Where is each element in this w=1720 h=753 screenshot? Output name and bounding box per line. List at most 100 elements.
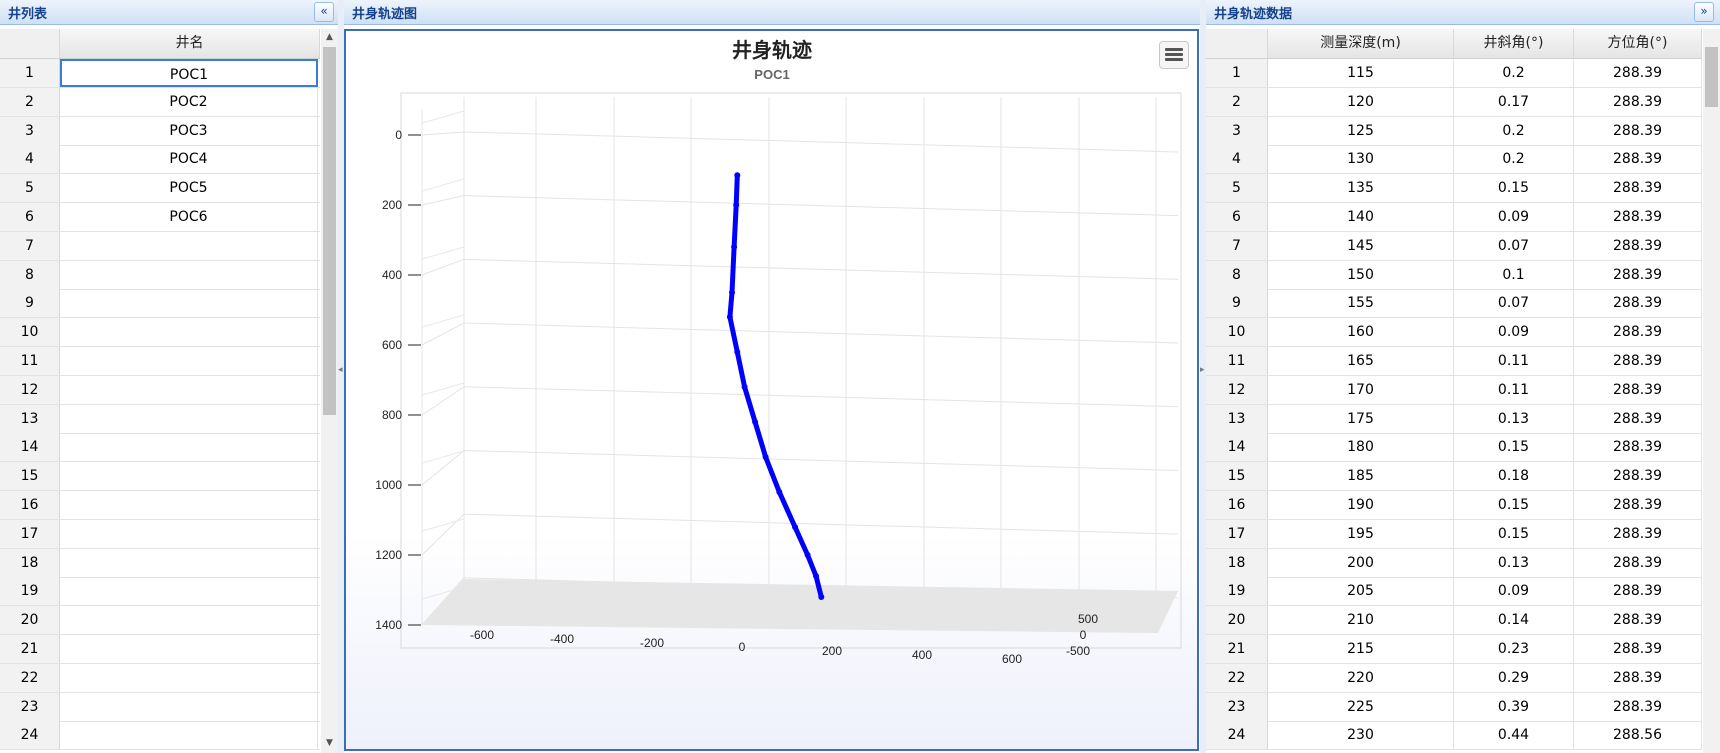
azimuth-cell[interactable]: 288.39 — [1574, 145, 1702, 174]
depth-cell[interactable]: 225 — [1268, 692, 1454, 721]
azimuth-cell[interactable]: 288.39 — [1574, 203, 1702, 231]
table-row[interactable]: 18 — [0, 548, 320, 578]
table-row[interactable]: 8 — [0, 260, 320, 290]
azimuth-cell[interactable]: 288.56 — [1574, 721, 1702, 750]
table-row[interactable]: 9 155 0.07 288.39 — [1206, 289, 1702, 319]
azimuth-cell[interactable]: 288.39 — [1574, 462, 1702, 491]
table-row[interactable]: 1 115 0.2 288.39 — [1206, 59, 1702, 88]
table-row[interactable]: 17 195 0.15 288.39 — [1206, 519, 1702, 549]
depth-cell[interactable]: 135 — [1268, 174, 1454, 203]
azimuth-cell[interactable]: 288.39 — [1574, 318, 1702, 347]
collapse-right-button[interactable]: » — [1694, 2, 1714, 22]
table-row[interactable]: 11 165 0.11 288.39 — [1206, 347, 1702, 376]
azimuth-cell[interactable]: 288.39 — [1574, 404, 1702, 433]
column-header-depth[interactable]: 测量深度(m) — [1268, 29, 1454, 58]
inclination-cell[interactable]: 0.2 — [1454, 116, 1574, 145]
depth-cell[interactable]: 165 — [1268, 347, 1454, 375]
inclination-cell[interactable]: 0.09 — [1454, 203, 1574, 231]
scroll-up-icon[interactable]: ▲ — [326, 32, 333, 42]
azimuth-cell[interactable]: 288.39 — [1574, 519, 1702, 548]
depth-cell[interactable]: 210 — [1268, 606, 1454, 635]
depth-cell[interactable]: 145 — [1268, 231, 1454, 260]
table-row[interactable]: 19 205 0.09 288.39 — [1206, 577, 1702, 607]
well-name-cell[interactable] — [60, 318, 318, 347]
table-row[interactable]: 21 — [0, 635, 320, 664]
table-row[interactable]: 9 — [0, 289, 320, 319]
depth-cell[interactable]: 180 — [1268, 433, 1454, 462]
azimuth-cell[interactable]: 288.39 — [1574, 174, 1702, 203]
inclination-cell[interactable]: 0.15 — [1454, 433, 1574, 462]
well-name-cell[interactable] — [60, 433, 318, 462]
table-row[interactable]: 18 200 0.13 288.39 — [1206, 548, 1702, 578]
table-row[interactable]: 21 215 0.23 288.39 — [1206, 635, 1702, 664]
well-name-cell[interactable] — [60, 260, 318, 289]
table-row[interactable]: 24 — [0, 721, 320, 751]
depth-cell[interactable]: 220 — [1268, 663, 1454, 692]
well-name-cell[interactable] — [60, 375, 318, 404]
table-row[interactable]: 19 — [0, 577, 320, 607]
chart-menu-button[interactable] — [1159, 41, 1189, 69]
inclination-cell[interactable]: 0.13 — [1454, 404, 1574, 433]
azimuth-cell[interactable]: 288.39 — [1574, 289, 1702, 318]
left-splitter[interactable]: ◂ — [338, 0, 344, 753]
azimuth-cell[interactable]: 288.39 — [1574, 375, 1702, 404]
well-name-cell[interactable] — [60, 519, 318, 548]
well-name-cell[interactable] — [60, 404, 318, 433]
inclination-cell[interactable]: 0.14 — [1454, 606, 1574, 635]
inclination-cell[interactable]: 0.2 — [1454, 59, 1574, 87]
depth-cell[interactable]: 200 — [1268, 548, 1454, 577]
table-row[interactable]: 7 145 0.07 288.39 — [1206, 231, 1702, 261]
well-name-cell[interactable] — [60, 289, 318, 318]
inclination-cell[interactable]: 0.15 — [1454, 174, 1574, 203]
table-row[interactable]: 3 125 0.2 288.39 — [1206, 116, 1702, 146]
azimuth-cell[interactable]: 288.39 — [1574, 260, 1702, 289]
azimuth-cell[interactable]: 288.39 — [1574, 548, 1702, 577]
azimuth-cell[interactable]: 288.39 — [1574, 433, 1702, 462]
azimuth-cell[interactable]: 288.39 — [1574, 87, 1702, 116]
depth-cell[interactable]: 120 — [1268, 87, 1454, 116]
inclination-cell[interactable]: 0.2 — [1454, 145, 1574, 174]
inclination-cell[interactable]: 0.07 — [1454, 231, 1574, 260]
well-name-cell[interactable] — [60, 635, 318, 663]
table-row[interactable]: 5 135 0.15 288.39 — [1206, 174, 1702, 204]
azimuth-cell[interactable]: 288.39 — [1574, 577, 1702, 606]
table-row[interactable]: 12 170 0.11 288.39 — [1206, 375, 1702, 405]
depth-cell[interactable]: 160 — [1268, 318, 1454, 347]
well-name-cell[interactable]: POC2 — [60, 87, 318, 116]
column-header-inclination[interactable]: 井斜角(°) — [1454, 29, 1574, 58]
table-row[interactable]: 16 — [0, 491, 320, 520]
table-row[interactable]: 23 225 0.39 288.39 — [1206, 692, 1702, 722]
azimuth-cell[interactable]: 288.39 — [1574, 231, 1702, 260]
well-name-cell[interactable] — [60, 462, 318, 491]
depth-cell[interactable]: 140 — [1268, 203, 1454, 231]
table-row[interactable]: 2 POC2 — [0, 87, 320, 117]
inclination-cell[interactable]: 0.09 — [1454, 577, 1574, 606]
table-row[interactable]: 13 — [0, 404, 320, 434]
well-name-cell[interactable] — [60, 692, 318, 721]
inclination-cell[interactable]: 0.23 — [1454, 635, 1574, 663]
table-row[interactable]: 2 120 0.17 288.39 — [1206, 87, 1702, 117]
well-list-scrollbar[interactable]: ▲ ▼ — [321, 29, 338, 753]
inclination-cell[interactable]: 0.17 — [1454, 87, 1574, 116]
scroll-down-icon[interactable]: ▼ — [326, 738, 333, 748]
well-name-cell[interactable] — [60, 231, 318, 260]
table-row[interactable]: 22 220 0.29 288.39 — [1206, 663, 1702, 693]
table-row[interactable]: 23 — [0, 692, 320, 722]
inclination-cell[interactable]: 0.11 — [1454, 347, 1574, 375]
azimuth-cell[interactable]: 288.39 — [1574, 59, 1702, 87]
well-name-cell[interactable] — [60, 491, 318, 519]
depth-cell[interactable]: 125 — [1268, 116, 1454, 145]
inclination-cell[interactable]: 0.15 — [1454, 491, 1574, 519]
table-row[interactable]: 4 POC4 — [0, 145, 320, 175]
inclination-cell[interactable]: 0.29 — [1454, 663, 1574, 692]
table-row[interactable]: 7 — [0, 231, 320, 261]
depth-cell[interactable]: 195 — [1268, 519, 1454, 548]
scroll-thumb[interactable] — [323, 47, 336, 415]
table-row[interactable]: 11 — [0, 347, 320, 376]
azimuth-cell[interactable]: 288.39 — [1574, 635, 1702, 663]
table-row[interactable]: 10 160 0.09 288.39 — [1206, 318, 1702, 348]
table-row[interactable]: 4 130 0.2 288.39 — [1206, 145, 1702, 175]
table-row[interactable]: 15 — [0, 462, 320, 492]
azimuth-cell[interactable]: 288.39 — [1574, 347, 1702, 375]
data-scrollbar[interactable] — [1703, 29, 1720, 753]
